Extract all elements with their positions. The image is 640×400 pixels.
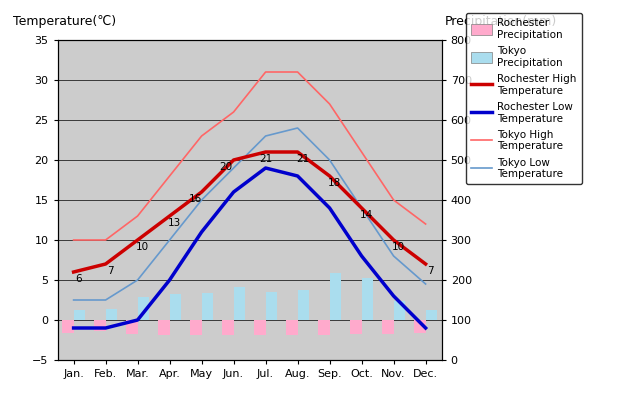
- Bar: [383, 320, 394, 334]
- Text: 10: 10: [392, 242, 405, 252]
- Text: 7: 7: [427, 266, 434, 276]
- Text: 20: 20: [219, 162, 232, 172]
- Bar: [170, 294, 181, 320]
- Bar: [287, 320, 298, 335]
- Bar: [426, 310, 437, 320]
- Bar: [319, 320, 330, 335]
- Bar: [394, 301, 405, 320]
- Bar: [415, 320, 426, 333]
- Bar: [234, 287, 244, 320]
- Text: 16: 16: [189, 194, 202, 204]
- Text: Precipitation(mm): Precipitation(mm): [445, 15, 557, 28]
- Bar: [362, 278, 372, 320]
- Text: 14: 14: [360, 210, 373, 220]
- Bar: [266, 292, 277, 320]
- Text: 21: 21: [296, 154, 309, 164]
- Legend: Rochester
Precipitation, Tokyo
Precipitation, Rochester High
Temperature, Roches: Rochester Precipitation, Tokyo Precipita…: [466, 13, 582, 184]
- Text: 21: 21: [259, 154, 272, 164]
- Bar: [298, 290, 309, 320]
- Text: 7: 7: [107, 266, 114, 276]
- Bar: [202, 293, 212, 320]
- Text: 13: 13: [168, 218, 181, 228]
- Bar: [351, 320, 362, 334]
- Bar: [106, 309, 116, 320]
- Text: 10: 10: [136, 242, 149, 252]
- Text: Temperature(℃): Temperature(℃): [13, 15, 116, 28]
- Bar: [62, 320, 74, 333]
- Bar: [330, 273, 341, 320]
- Bar: [159, 320, 170, 335]
- Text: 18: 18: [328, 178, 341, 188]
- Bar: [74, 310, 84, 320]
- Bar: [127, 320, 138, 334]
- Bar: [223, 320, 234, 335]
- Bar: [191, 320, 202, 335]
- Bar: [255, 320, 266, 335]
- Bar: [95, 320, 106, 331]
- Text: 6: 6: [75, 274, 82, 284]
- Bar: [138, 297, 148, 320]
